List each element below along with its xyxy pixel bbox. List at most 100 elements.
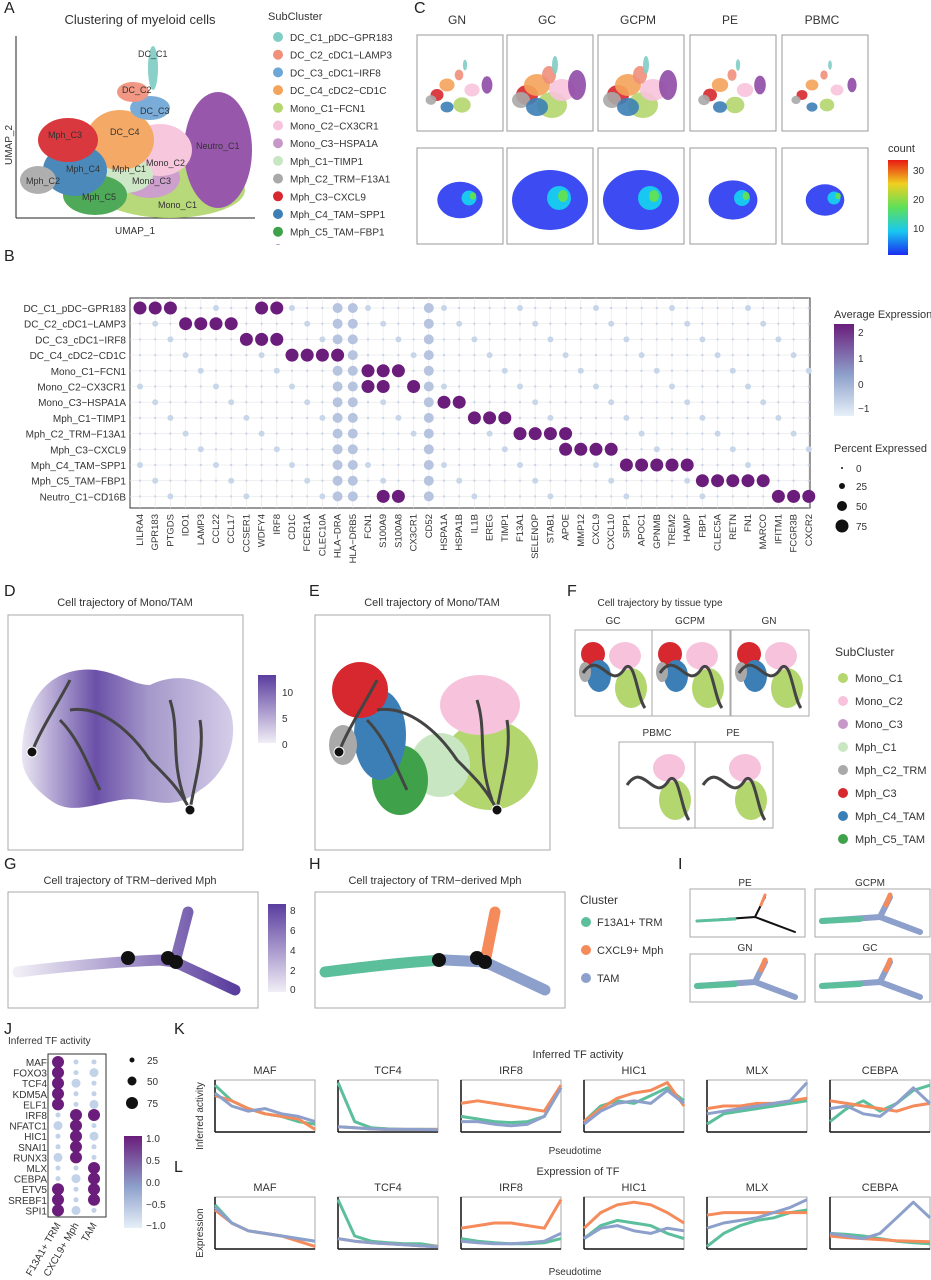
dotplot-dot (488, 401, 491, 404)
dotplot-dot (412, 495, 415, 498)
dotplot-dot (397, 401, 400, 404)
legend-label: Mph_C4_TAM (855, 811, 925, 823)
dotplot-dot (380, 477, 387, 484)
dotplot-dot (594, 338, 598, 341)
dotplot-dot (382, 306, 385, 310)
legend-label: Mono_C1 (855, 673, 903, 685)
trajectory-node (121, 951, 135, 965)
dotplot-dot (716, 338, 719, 341)
dotplot-gene-label: TIMP1 (500, 514, 511, 542)
legend-swatch (273, 138, 283, 149)
dotplot-dot (148, 301, 162, 315)
dotplot-dot (332, 303, 343, 313)
dotplot-gene-label: WDFY4 (257, 514, 268, 547)
legend-label: DC_C2_cDC1−LAMP3 (290, 51, 392, 62)
dotplot-dot (245, 353, 248, 357)
legend-swatch (273, 102, 283, 113)
dotplot-dot (412, 479, 415, 482)
trajectory-cloud (21, 669, 234, 808)
dotplot-gene-label: S100A9 (378, 514, 389, 548)
dotplot-dot (534, 306, 537, 310)
dotplot-dot (361, 380, 375, 393)
panel-h-trajectory: Cell trajectory of TRM−derived Mph Clust… (314, 875, 663, 1009)
cluster-blob (603, 92, 621, 108)
dotplot-dot (746, 338, 750, 341)
dotplot-dot (670, 401, 674, 404)
dotplot-dot (716, 322, 719, 325)
size-key-tick: 50 (147, 1077, 159, 1088)
dotplot-dot (807, 385, 810, 388)
cluster-blob (552, 56, 558, 74)
panel-label-a: A (4, 0, 15, 17)
dotplot-gene-label: IL1B (469, 514, 480, 534)
panel-a-legend-title: SubCluster (268, 11, 323, 23)
dotplot-dot (653, 367, 660, 374)
dotplot-dot (458, 306, 461, 310)
dotplot-dot (473, 479, 476, 482)
tf-row-label: NFATC1 (9, 1122, 47, 1133)
dotplot-dot (790, 352, 797, 359)
panel-a-legend: DC_C1_pDC−GPR183 DC_C2_cDC1−LAMP3 DC_C3_cD… (273, 32, 393, 245)
trend-line (583, 1224, 685, 1240)
dotplot-gene-label: CXCL10 (606, 514, 617, 550)
dotplot-gene-label: HLA−DRB5 (348, 514, 359, 563)
dotplot-dot (655, 401, 658, 404)
panel-e-title: Cell trajectory of Mono/TAM (364, 597, 500, 609)
dotplot-dot (255, 301, 269, 315)
dotplot-gene-label: SELENOP (530, 514, 541, 559)
dotplot-dot (610, 353, 613, 357)
dotplot-dot (640, 479, 643, 482)
dotplot-row-label: Mph_C2_TRM−F13A1 (26, 430, 127, 441)
panel-label-k: K (174, 1021, 185, 1038)
dotplot-dot (473, 306, 476, 310)
legend-label: DC_C3_cDC1−IRF8 (290, 68, 381, 79)
dotplot-dot (270, 332, 284, 346)
panel-label-h: H (309, 856, 321, 873)
dotplot-dot (332, 365, 343, 376)
tf-colorbar (124, 1136, 142, 1228)
cluster-dc-c2 (117, 82, 149, 102)
cluster-blob (819, 98, 835, 112)
dotplot-gene-label: IFITM1 (773, 514, 784, 544)
dotplot-dot (228, 477, 235, 484)
dotplot-dot (332, 475, 343, 486)
dotplot-dot (792, 448, 795, 451)
dotplot-dot (503, 306, 506, 310)
dotplot-dot (503, 401, 506, 404)
dotplot-dot (746, 416, 750, 420)
panel-label-g: G (4, 856, 17, 873)
dotplot-dot (787, 489, 801, 503)
dotplot-dot (321, 401, 324, 404)
dotplot-dot (376, 380, 390, 393)
dotplot-dot (640, 369, 643, 372)
dotplot-dot (184, 495, 187, 498)
dotplot-dot (640, 416, 643, 420)
trajectory-trm (694, 981, 738, 989)
dotplot-dot (260, 401, 263, 404)
dotplot-dot (304, 399, 311, 406)
dotplot-dot (610, 385, 613, 388)
dotplot-dot (762, 432, 765, 435)
dotplot-dot (332, 397, 343, 408)
cluster-blob (615, 668, 647, 708)
gene-facet-title: MLX (746, 1065, 769, 1077)
dotplot-dot (471, 493, 478, 500)
dotplot-dot (365, 462, 371, 468)
panel-a-xlabel: UMAP_1 (115, 226, 155, 237)
panel-a-umap: Clustering of myeloid cells UMAP_1 UMAP_… (4, 11, 393, 245)
dotplot-dot (230, 306, 233, 310)
dotplot-row-label: DC_C1_pDC−GPR183 (23, 304, 126, 315)
tf-dotplot-frame (47, 1053, 107, 1218)
dotplot-dot (488, 385, 491, 388)
dotplot-dot (579, 353, 582, 357)
dotplot-dot (275, 495, 278, 498)
dotplot-dot (458, 338, 461, 341)
trajectory-cxcl9 (759, 893, 767, 907)
dotplot-dot (169, 353, 172, 357)
trajectory-tam (439, 954, 551, 996)
dotplot-dot (610, 369, 613, 372)
dotplot-dot (152, 399, 159, 406)
panel-j-tf-dotplot: Inferred TF activity MAFFOXO3TCF4KDM5AEL… (8, 1036, 166, 1279)
dotplot-dot (154, 385, 157, 388)
dotplot-dot (745, 462, 751, 468)
